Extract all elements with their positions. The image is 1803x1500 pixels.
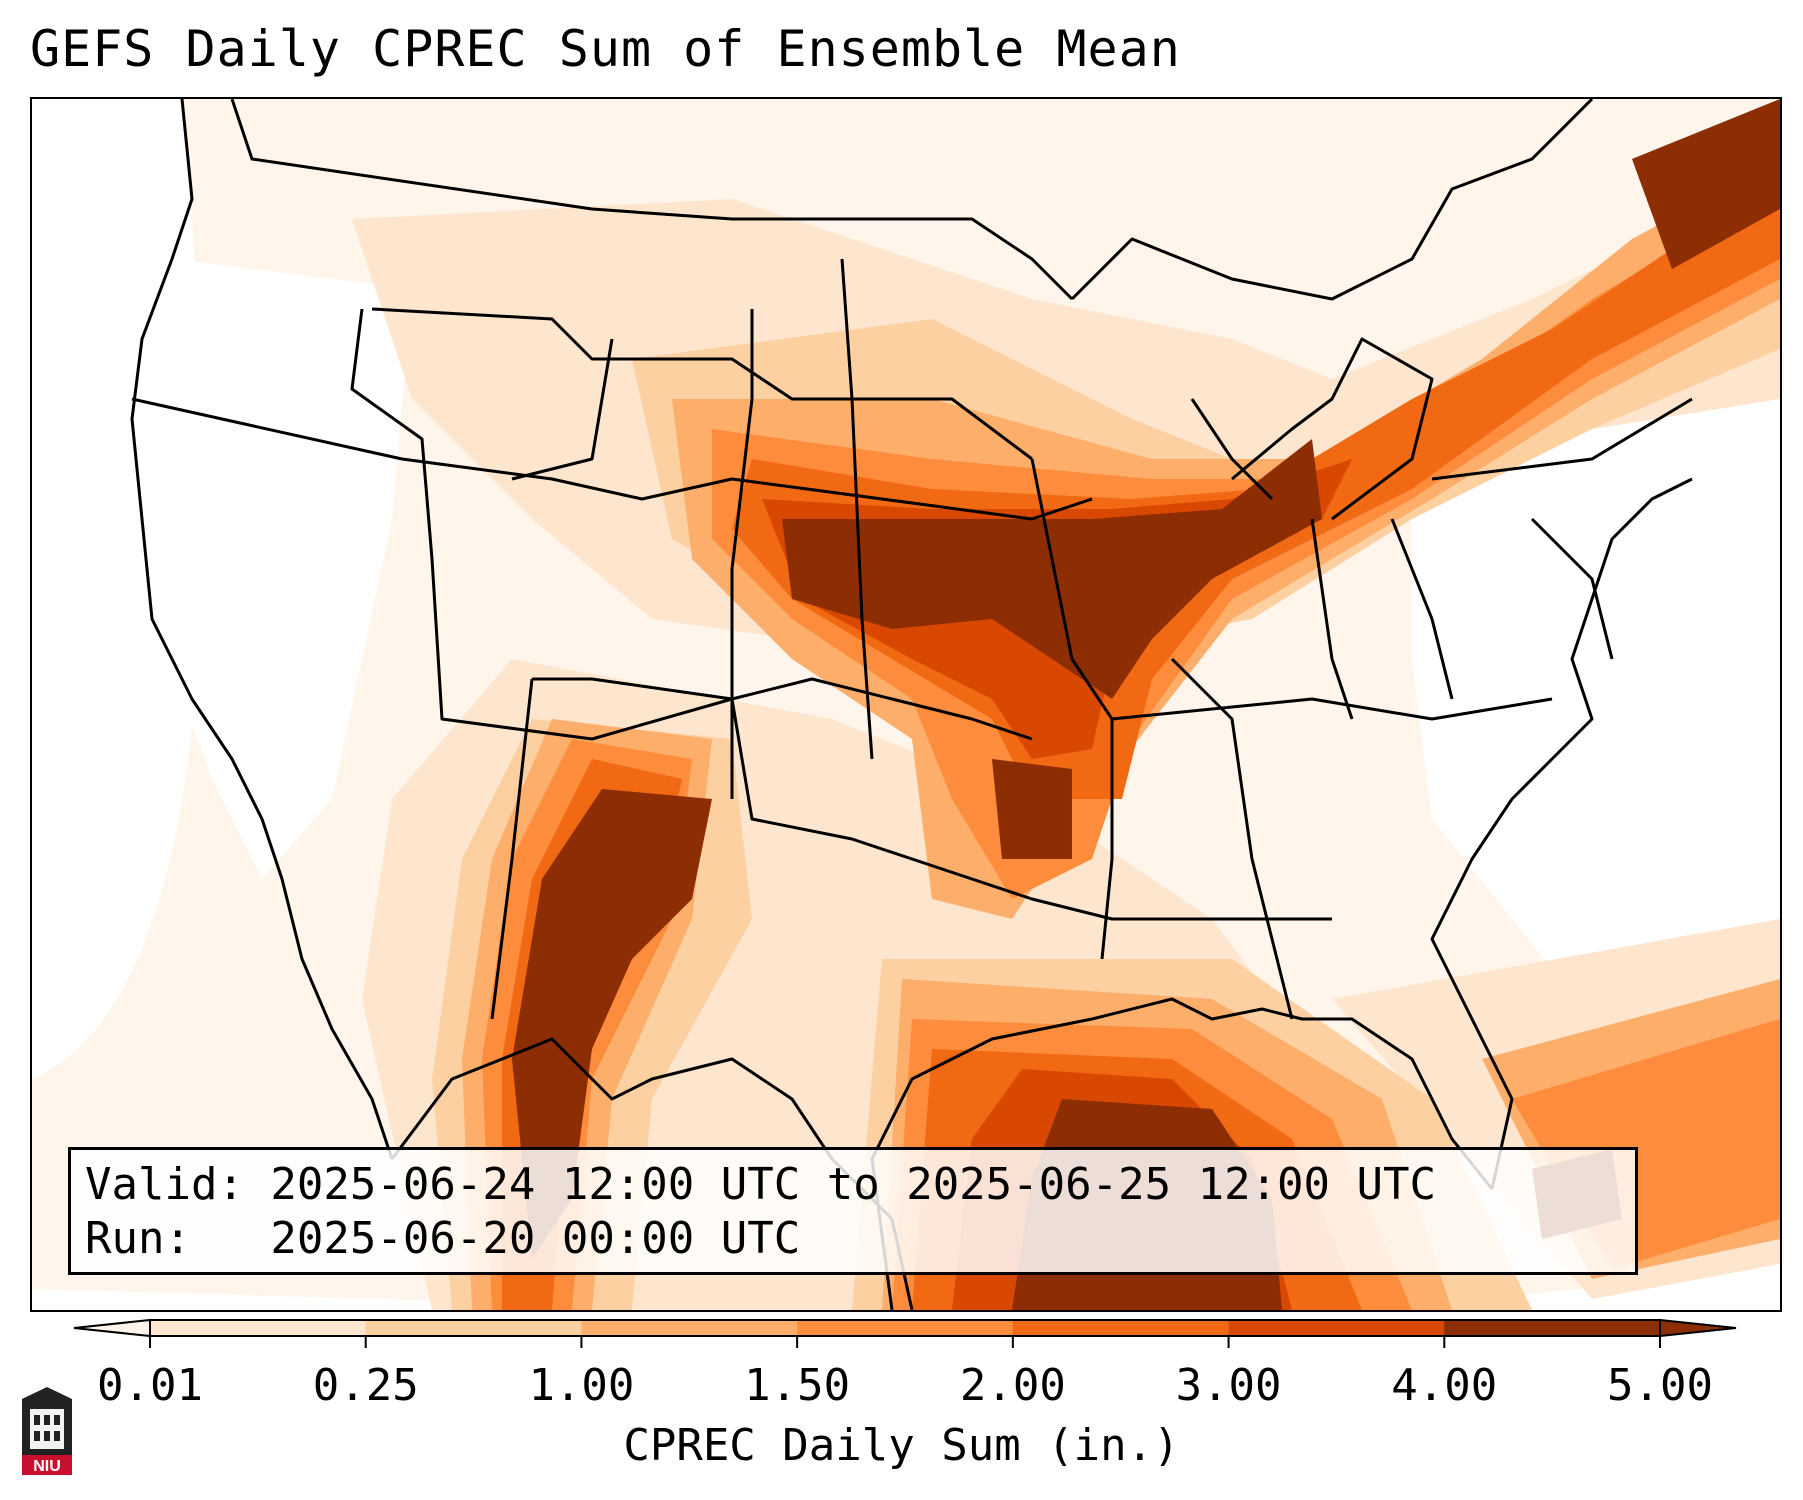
colorbar-outline	[149, 1319, 1661, 1337]
niu-logo-text: NIU	[33, 1458, 61, 1475]
colorbar-label: CPREC Daily Sum (in.)	[623, 1420, 1180, 1471]
colorbar-tick-label: 5.00	[1607, 1360, 1713, 1411]
colorbar-segment	[1444, 1320, 1661, 1336]
colorbar-tick-label: 2.00	[959, 1360, 1066, 1411]
colorbar-tick-label: 1.00	[528, 1360, 635, 1411]
colorbar	[73, 1318, 1737, 1348]
validity-info-box: Valid: 2025-06-24 12:00 UTC to 2025-06-2…	[68, 1147, 1638, 1275]
state-boundaries	[130, 99, 1693, 1310]
colorbar-tick-label: 0.25	[312, 1360, 419, 1411]
colorbar-ticks	[149, 1336, 1661, 1348]
run-time-line: Run: 2025-06-20 00:00 UTC	[85, 1213, 801, 1264]
colorbar-tick-label: 3.00	[1175, 1360, 1282, 1411]
precip-map	[32, 99, 1780, 1310]
colorbar-segment	[797, 1320, 1014, 1336]
map-panel[interactable]: Valid: 2025-06-24 12:00 UTC to 2025-06-2…	[30, 97, 1782, 1312]
niu-tower-icon: NIU	[22, 1387, 72, 1475]
dry-areas	[152, 259, 1780, 979]
colorbar-extend-low	[73, 1318, 151, 1338]
colorbar-segment	[365, 1320, 582, 1336]
colorbar-segment	[1012, 1320, 1230, 1336]
colorbar-tick-label: 1.50	[744, 1360, 851, 1411]
colorbar-segment	[581, 1320, 798, 1336]
colorbar-extend-high	[1659, 1318, 1737, 1338]
colorbar-tick-label: 4.00	[1391, 1360, 1498, 1411]
colorbar-segment	[1228, 1320, 1445, 1336]
colorbar-tick-label: 0.01	[97, 1360, 203, 1411]
valid-time-line: Valid: 2025-06-24 12:00 UTC to 2025-06-2…	[85, 1159, 1437, 1210]
colorbar-segments	[73, 1318, 1737, 1338]
colorbar-segment	[150, 1320, 367, 1336]
map-title: GEFS Daily CPREC Sum of Ensemble Mean	[30, 20, 1181, 78]
